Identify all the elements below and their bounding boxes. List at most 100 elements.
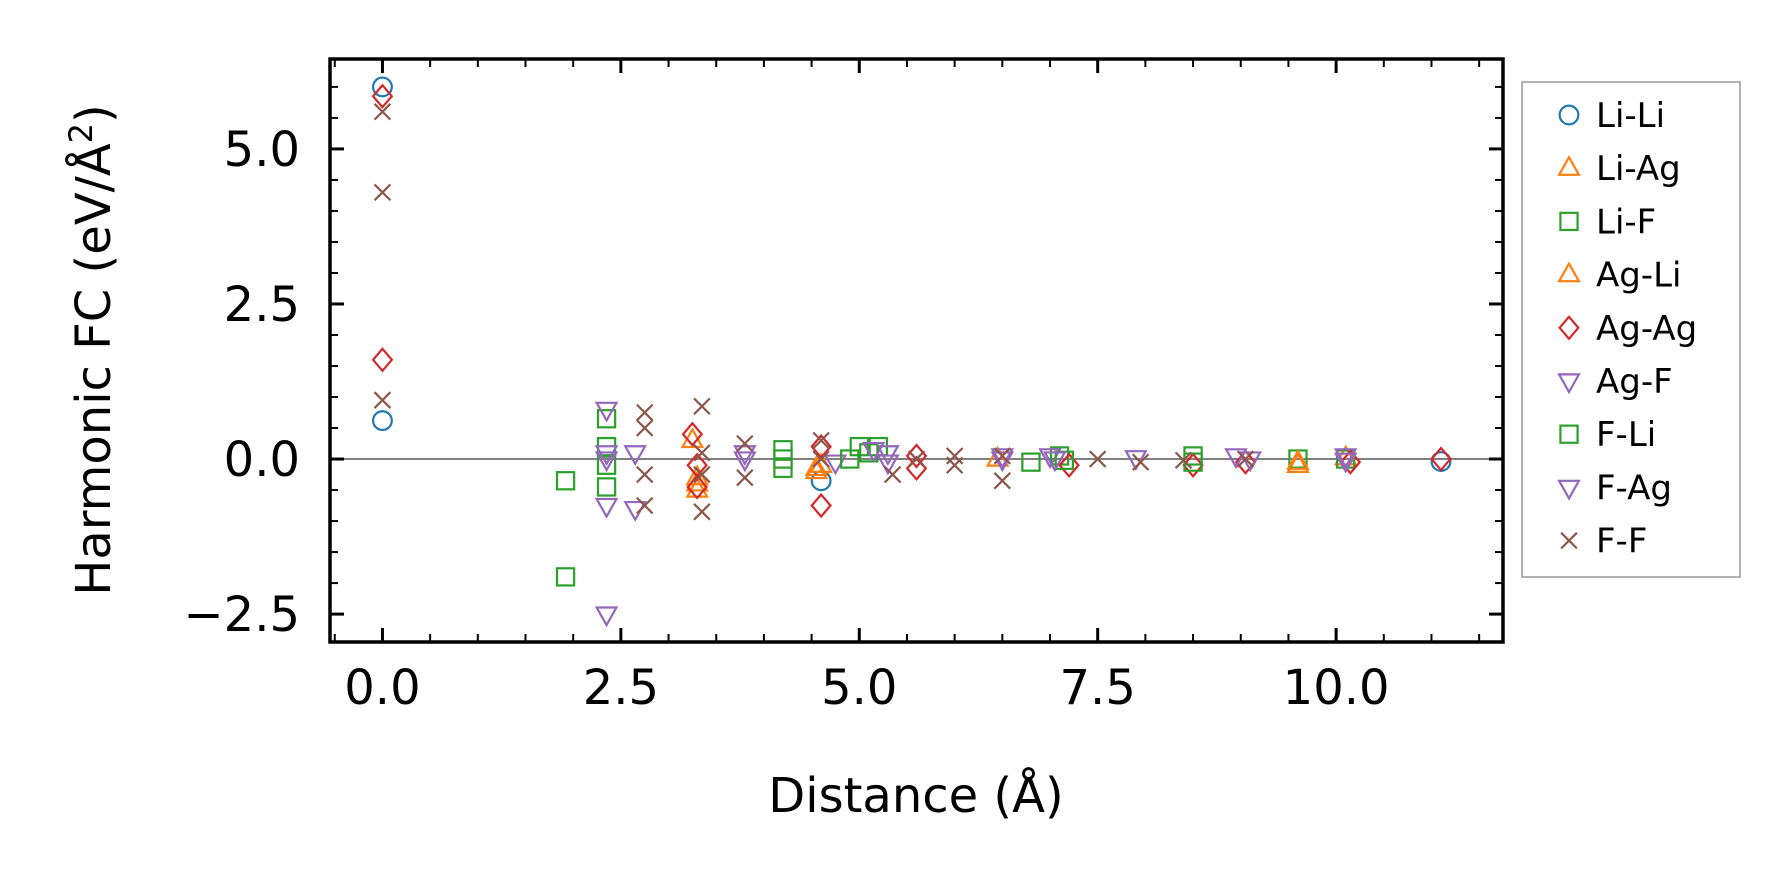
point-f-ag xyxy=(1333,452,1358,474)
point-li-f xyxy=(773,458,793,479)
point-f-f xyxy=(1131,453,1150,471)
legend-label-li-ag: Li-Ag xyxy=(1596,149,1681,189)
point-li-li xyxy=(372,410,393,432)
point-li-f xyxy=(596,477,617,497)
y-tick-label: 2.5 xyxy=(224,277,300,333)
point-ag-f xyxy=(623,500,647,522)
point-f-f xyxy=(736,434,754,453)
x-axis-title: Distance (Å) xyxy=(768,767,1063,824)
x-tick-label: 10.0 xyxy=(1283,660,1390,716)
point-ag-f xyxy=(733,445,757,467)
point-li-f xyxy=(555,567,576,587)
point-f-f xyxy=(993,447,1012,465)
y-tick-label: 5.0 xyxy=(224,122,300,178)
point-f-f xyxy=(736,468,754,487)
point-ag-ag xyxy=(681,421,704,447)
point-f-f xyxy=(812,450,830,468)
legend-marker-ag-f xyxy=(1557,373,1581,395)
point-f-f xyxy=(1236,450,1255,468)
point-ag-ag xyxy=(1339,449,1362,475)
point-ag-f xyxy=(594,497,619,519)
point-li-ag xyxy=(1286,451,1310,473)
point-ag-ag xyxy=(1058,452,1080,478)
point-ag-f xyxy=(990,448,1015,470)
x-tick-label: 0.0 xyxy=(344,660,420,716)
tick-labels: 0.0 2.5 5.0 7.5 10.0 −2.5 0.0 2.5 5.0 xyxy=(183,122,1389,716)
legend-label-f-ag: F-Ag xyxy=(1596,468,1672,508)
point-f-ag xyxy=(594,445,619,467)
point-ag-f xyxy=(594,451,619,473)
point-ag-ag xyxy=(371,347,394,373)
point-f-f xyxy=(693,465,711,484)
point-f-f xyxy=(693,397,711,416)
point-f-f xyxy=(883,465,902,484)
point-ag-ag xyxy=(810,492,832,519)
legend-marker-li-li xyxy=(1558,104,1580,126)
point-f-f xyxy=(636,403,654,422)
y-tick-label: 0.0 xyxy=(224,432,300,488)
point-li-li xyxy=(372,76,393,98)
point-f-f xyxy=(1089,450,1107,468)
y-axis-title: Harmonic FC (eV/Å2) xyxy=(62,104,122,596)
legend-marker-f-f xyxy=(1560,531,1578,550)
legend-marker-li-f xyxy=(1559,211,1579,232)
point-ag-f xyxy=(1238,451,1263,473)
y-tick-label: −2.5 xyxy=(183,587,300,643)
point-f-f xyxy=(636,496,654,515)
point-li-f xyxy=(596,455,617,475)
point-f-ag xyxy=(876,454,900,476)
point-f-f xyxy=(373,391,392,409)
point-li-f xyxy=(555,471,576,491)
plot-frame xyxy=(328,57,1505,644)
axis-ticks xyxy=(330,59,1503,642)
point-f-li xyxy=(840,449,860,469)
point-ag-ag xyxy=(371,83,394,109)
point-ag-li xyxy=(1286,448,1310,470)
point-li-ag xyxy=(804,458,829,480)
legend-label-ag-ag: Ag-Ag xyxy=(1596,309,1697,349)
point-f-f xyxy=(1174,451,1193,469)
point-f-f xyxy=(636,419,654,437)
point-ag-ag xyxy=(1430,446,1452,472)
legend-label-f-li: F-Li xyxy=(1596,415,1656,455)
data-points xyxy=(371,76,1452,628)
point-ag-f xyxy=(1333,448,1358,470)
point-f-f xyxy=(636,465,654,484)
legend-label-li-f: Li-F xyxy=(1596,202,1656,242)
legend-marker-li-ag xyxy=(1557,154,1581,176)
point-f-f xyxy=(373,103,392,121)
point-f-ag xyxy=(733,451,757,473)
point-f-f xyxy=(945,447,964,465)
point-f-f xyxy=(945,456,964,474)
legend-label-ag-f: Ag-F xyxy=(1596,362,1673,402)
point-f-f xyxy=(693,503,711,521)
x-tick-label: 7.5 xyxy=(1060,660,1136,716)
point-f-f xyxy=(907,450,926,468)
point-ag-ag xyxy=(1234,449,1257,475)
legend-marker-ag-ag xyxy=(1558,315,1580,341)
point-ag-li xyxy=(804,455,829,477)
point-ag-f xyxy=(1124,450,1148,472)
legend: Li-Li Li-Ag Li-F Ag-Li Ag-Ag Ag-F F-Li F-Ag F-F xyxy=(1521,81,1741,578)
point-li-f xyxy=(596,409,617,429)
point-f-f xyxy=(993,472,1012,490)
point-ag-ag xyxy=(686,474,708,500)
x-tick-label: 2.5 xyxy=(583,660,659,716)
legend-frame xyxy=(1521,81,1741,578)
legend-marker-f-li xyxy=(1559,424,1579,444)
point-f-f xyxy=(812,431,830,450)
point-li-f xyxy=(1021,452,1041,472)
legend-label-li-li: Li-Li xyxy=(1596,96,1665,136)
point-ag-ag xyxy=(1182,452,1204,478)
point-f-ag xyxy=(1042,451,1067,473)
point-f-f xyxy=(373,183,392,202)
point-ag-f xyxy=(594,606,619,628)
x-tick-label: 5.0 xyxy=(821,660,897,716)
legend-label-ag-li: Ag-Li xyxy=(1596,256,1682,296)
point-f-ag xyxy=(861,442,886,463)
point-ag-f xyxy=(594,401,619,423)
point-li-ag xyxy=(685,476,709,498)
point-f-ag xyxy=(1224,448,1248,470)
legend-label-f-f: F-F xyxy=(1596,522,1647,562)
